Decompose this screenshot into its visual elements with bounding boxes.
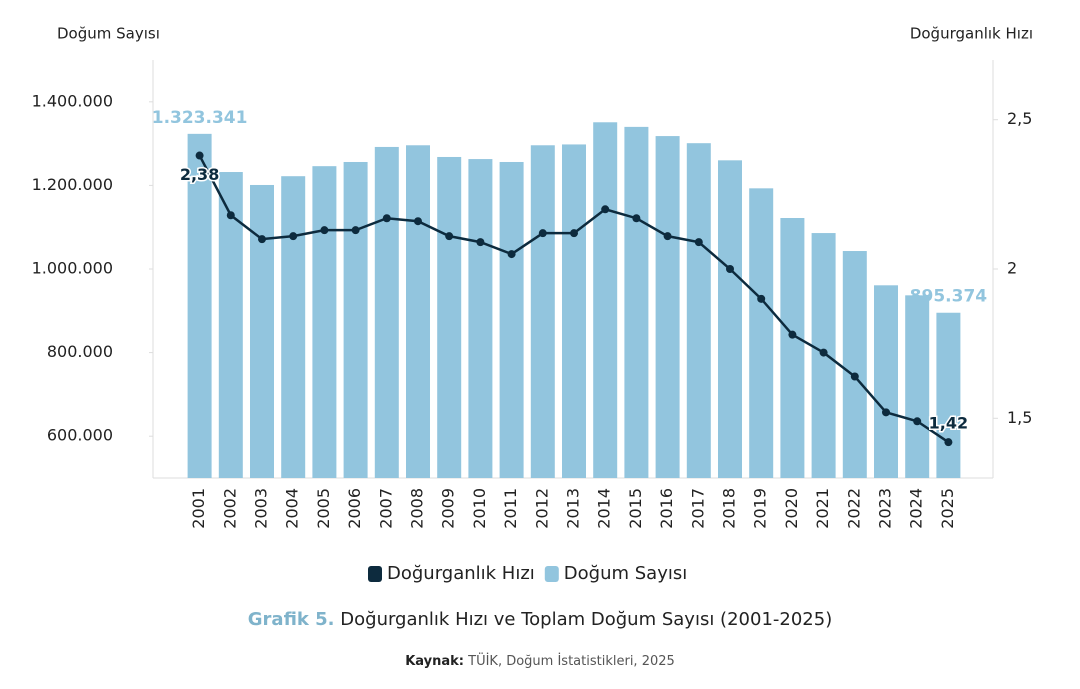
x-tick-label: 2024	[907, 488, 926, 529]
x-tick-label: 2016	[657, 488, 676, 529]
line-point	[382, 214, 391, 223]
line-point	[570, 229, 578, 238]
caption-text: Doğurganlık Hızı ve Toplam Doğum Sayısı …	[340, 609, 832, 630]
bar	[374, 146, 399, 478]
line-point	[476, 238, 485, 247]
line-point	[289, 232, 298, 241]
x-tick-label: 2012	[532, 488, 551, 529]
line-point	[195, 151, 204, 160]
line-point	[226, 211, 235, 220]
x-tick-label: 2025	[938, 488, 957, 529]
x-tick-label: 2005	[314, 488, 333, 529]
legend-swatch	[544, 566, 559, 582]
line-point	[663, 232, 672, 241]
line-point	[258, 235, 266, 244]
line-point	[414, 217, 422, 226]
x-tick-label: 2010	[470, 488, 489, 529]
caption: Grafik 5. Doğurganlık Hızı ve Toplam Doğ…	[248, 609, 832, 630]
x-tick-label: 2020	[782, 488, 801, 529]
bar	[530, 145, 555, 478]
line-value-label: 2,38	[180, 165, 219, 184]
x-tick-label: 2001	[189, 488, 208, 529]
line-point	[788, 330, 797, 339]
y2-tick-label: 2	[1007, 259, 1017, 278]
line-point	[882, 408, 890, 417]
x-tick-label: 2014	[595, 488, 614, 529]
bar	[281, 176, 306, 479]
x-tick-label: 2002	[220, 488, 239, 529]
x-tick-label: 2023	[876, 488, 895, 529]
line-value-label: 1,42	[929, 414, 968, 433]
bar	[905, 295, 930, 478]
x-tick-label: 2007	[376, 488, 395, 529]
bar	[343, 161, 368, 478]
bar	[593, 122, 618, 479]
bar	[936, 312, 961, 478]
source-text: TÜİK, Doğum İstatistikleri, 2025	[467, 652, 675, 669]
line-point	[850, 372, 859, 381]
x-tick-label: 2009	[439, 488, 458, 529]
y2-tick-label: 2,5	[1007, 109, 1032, 128]
x-tick-label: 2013	[564, 488, 583, 529]
bar-value-label: 1.323.341	[152, 108, 248, 128]
y2-axis-label: Doğurganlık Hızı	[910, 25, 1033, 43]
bar	[624, 126, 649, 478]
y-tick-label: 800.000	[47, 342, 113, 361]
line-point	[632, 214, 641, 223]
bar	[468, 159, 493, 479]
line-point	[819, 348, 828, 357]
legend-label: Doğum Sayısı	[564, 563, 687, 584]
bar	[187, 133, 212, 479]
y-tick-label: 600.000	[47, 426, 113, 445]
x-tick-label: 2018	[720, 488, 739, 529]
y-tick-label: 1.200.000	[32, 175, 113, 194]
x-tick-label: 2015	[626, 488, 645, 529]
x-tick-label: 2019	[751, 488, 770, 529]
bar	[250, 184, 274, 478]
bar	[718, 160, 742, 478]
legend-label: Doğurganlık Hızı	[387, 563, 535, 584]
y-tick-label: 1.000.000	[32, 259, 113, 278]
line-point	[351, 226, 360, 235]
x-tick-label: 2017	[688, 488, 707, 529]
line-point	[757, 294, 766, 303]
x-tick-label: 2021	[813, 488, 832, 529]
bar	[218, 172, 243, 479]
line-point	[726, 265, 734, 273]
line-point	[507, 250, 516, 259]
x-tick-label: 2011	[501, 488, 520, 529]
line-point	[913, 417, 922, 426]
source-label: Kaynak:	[405, 654, 464, 669]
line-point	[320, 226, 329, 235]
bar	[499, 161, 524, 478]
line-point	[601, 205, 610, 214]
source: Kaynak: TÜİK, Doğum İstatistikleri, 2025	[405, 652, 675, 669]
x-tick-label: 2003	[252, 488, 271, 529]
line-point	[944, 438, 953, 447]
bar	[686, 143, 711, 478]
bar	[655, 136, 680, 479]
y-axis-label: Doğum Sayısı	[57, 25, 160, 43]
bar	[874, 285, 898, 478]
bar	[437, 156, 462, 478]
bar	[842, 251, 867, 478]
line-point	[538, 229, 547, 238]
y-tick-label: 1.400.000	[32, 91, 113, 110]
bar-value-label: 895.374	[910, 287, 988, 307]
caption-label: Grafik 5.	[248, 609, 335, 630]
bar	[312, 166, 337, 478]
bar	[406, 145, 430, 478]
x-tick-label: 2004	[283, 488, 302, 529]
bar	[780, 218, 805, 478]
x-tick-label: 2022	[844, 488, 863, 529]
bar	[562, 144, 586, 478]
legend-swatch	[368, 566, 382, 582]
bar	[749, 188, 774, 479]
line-point	[445, 232, 454, 241]
y2-tick-label: 1,5	[1007, 408, 1032, 427]
line-point	[694, 238, 703, 247]
x-tick-label: 2008	[408, 488, 427, 529]
x-tick-label: 2006	[345, 488, 364, 529]
